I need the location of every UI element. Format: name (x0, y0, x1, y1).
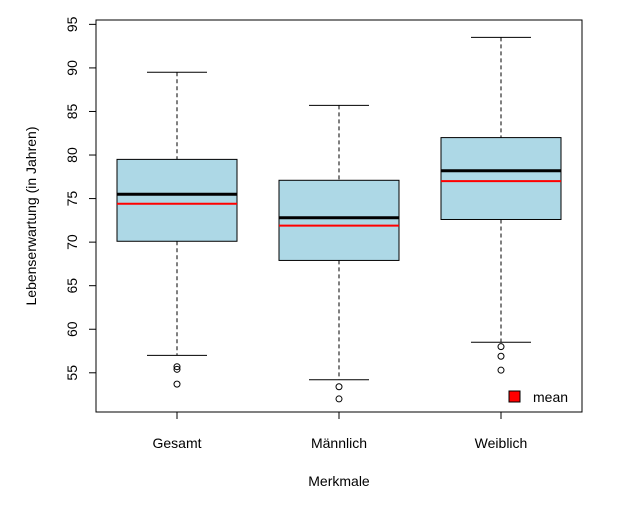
outlier-point (497, 352, 505, 360)
x-axis: Gesamt Männlich Weiblich (152, 412, 527, 451)
y-axis-title: Lebenserwartung (in Jahren) (23, 127, 39, 306)
y-tick-label: 75 (64, 191, 80, 207)
outlier-point (173, 363, 181, 371)
y-tick-label: 95 (64, 16, 80, 32)
box-weiblich (440, 36, 562, 374)
boxes-layer (116, 36, 562, 403)
iqr-box (440, 137, 562, 220)
box-gesamt (116, 71, 238, 388)
y-tick-label: 55 (64, 365, 80, 381)
y-tick-label: 90 (64, 60, 80, 76)
outlier-point (335, 395, 343, 403)
iqr-box (116, 158, 238, 242)
y-tick-label: 60 (64, 321, 80, 337)
x-tick-label: Gesamt (152, 435, 201, 451)
outlier-point (497, 343, 505, 351)
legend-mean-label: mean (533, 389, 568, 405)
legend-mean-swatch (508, 390, 521, 403)
outlier-point (173, 365, 181, 373)
y-tick-label: 85 (64, 103, 80, 119)
box-männlich (278, 104, 400, 403)
y-tick-label: 65 (64, 278, 80, 294)
outlier-point (173, 380, 181, 388)
y-tick-label: 80 (64, 147, 80, 163)
y-axis: 55 60 65 70 75 80 85 90 95 (64, 16, 96, 381)
outlier-point (335, 383, 343, 391)
x-axis-title: Merkmale (308, 473, 370, 489)
y-tick-label: 70 (64, 234, 80, 250)
iqr-box (278, 179, 400, 261)
outlier-point (497, 366, 505, 374)
legend: mean (508, 389, 568, 405)
x-tick-label: Männlich (311, 435, 367, 451)
x-tick-label: Weiblich (475, 435, 528, 451)
